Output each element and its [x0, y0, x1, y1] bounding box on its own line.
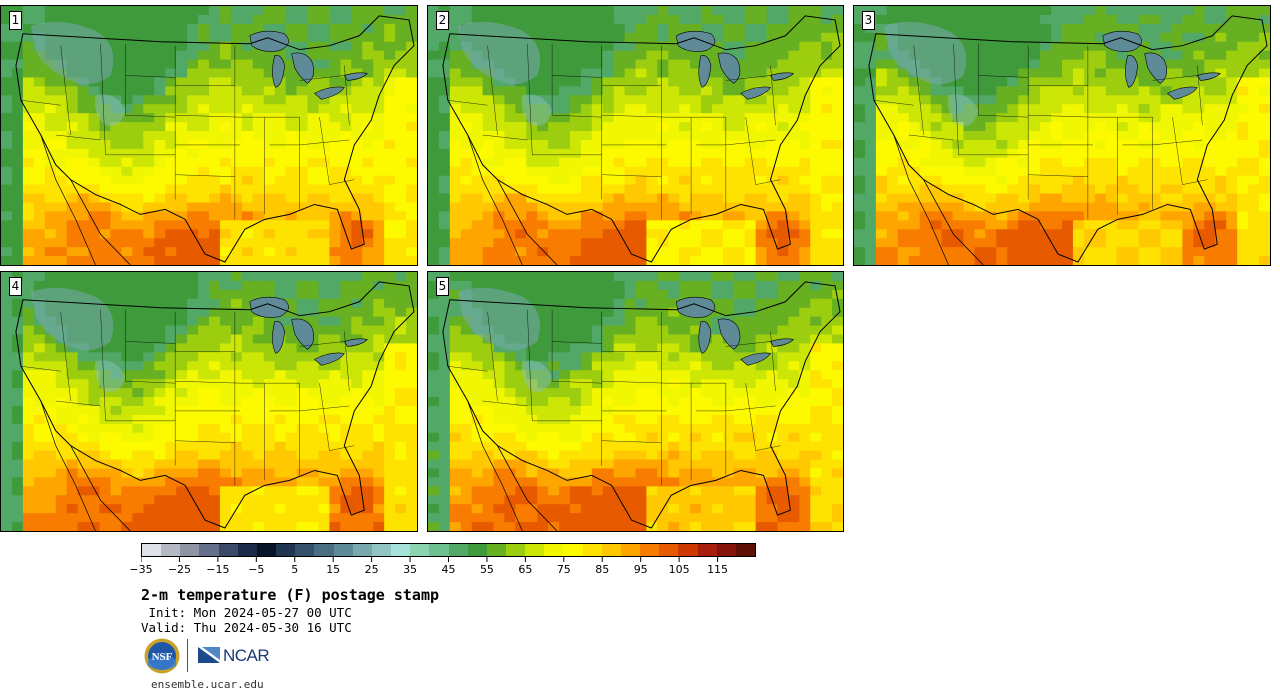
colorbar-tick-label: 115: [707, 563, 729, 576]
colorbar-tick-label: 75: [556, 563, 571, 576]
colorbar-tick-label: 55: [479, 563, 494, 576]
colorbar-swatch: [697, 544, 717, 556]
valid-time: Valid: Thu 2024-05-30 16 UTC: [141, 620, 352, 635]
colorbar-tick-label: 15: [326, 563, 341, 576]
colorbar-swatch: [525, 544, 545, 556]
panel-label-2: 2: [436, 11, 449, 30]
colorbar-swatch: [142, 544, 162, 556]
colorbar: [141, 543, 756, 557]
panel-label-4: 4: [9, 277, 22, 296]
figure-title: 2-m temperature (F) postage stamp: [141, 586, 440, 604]
colorbar-swatch: [486, 544, 506, 556]
website-url: ensemble.ucar.edu: [151, 678, 264, 691]
temperature-map-2: [428, 6, 843, 265]
colorbar-tick-label: 105: [668, 563, 690, 576]
colorbar-swatch: [620, 544, 641, 556]
colorbar-tick-label: −35: [129, 563, 153, 576]
colorbar-ticks: [141, 557, 719, 562]
map-panel-1: 1: [0, 5, 418, 266]
colorbar-swatch: [333, 544, 353, 556]
colorbar-tick-label: 65: [518, 563, 533, 576]
colorbar-swatch: [505, 544, 526, 556]
colorbar-swatch: [237, 544, 257, 556]
colorbar-swatch: [391, 544, 411, 556]
init-time: Init: Mon 2024-05-27 00 UTC: [141, 605, 352, 620]
map-panel-4: 4: [0, 271, 418, 532]
temperature-map-4: [1, 272, 417, 531]
colorbar-swatch: [735, 544, 755, 556]
temperature-map-5: [428, 272, 843, 531]
panel-label-5: 5: [436, 277, 449, 296]
colorbar-swatch: [640, 544, 660, 556]
temperature-map-3: [854, 6, 1270, 265]
colorbar-tick-label: 25: [364, 563, 379, 576]
colorbar-tick-label: 45: [441, 563, 456, 576]
colorbar-swatch: [601, 544, 621, 556]
colorbar-swatch: [295, 544, 315, 556]
colorbar-tick-label: −15: [206, 563, 230, 576]
colorbar-tick-label: −5: [248, 563, 265, 576]
temperature-map-1: [1, 6, 417, 265]
logo-divider: [187, 639, 188, 672]
colorbar-swatch: [678, 544, 698, 556]
colorbar-swatch: [448, 544, 468, 556]
colorbar-swatch: [563, 544, 583, 556]
colorbar-swatch: [218, 544, 238, 556]
colorbar-swatch: [659, 544, 679, 556]
colorbar-tick-label: 35: [403, 563, 418, 576]
ncar-wordmark: NCAR: [223, 646, 270, 665]
colorbar-swatch: [716, 544, 736, 556]
map-panel-5: 5: [427, 271, 844, 532]
colorbar-tick-label: 85: [595, 563, 610, 576]
map-panel-2: 2: [427, 5, 844, 266]
colorbar-swatch: [276, 544, 296, 556]
colorbar-swatch: [467, 544, 487, 556]
colorbar-swatch: [161, 544, 181, 556]
panel-label-3: 3: [862, 11, 875, 30]
colorbar-swatch: [429, 544, 449, 556]
colorbar-swatch: [314, 544, 334, 556]
map-panel-3: 3: [853, 5, 1271, 266]
colorbar-swatch: [199, 544, 219, 556]
colorbar-swatch: [352, 544, 372, 556]
colorbar-swatch: [410, 544, 430, 556]
colorbar-swatch: [582, 544, 602, 556]
colorbar-swatch: [371, 544, 392, 556]
colorbar-swatch: [544, 544, 564, 556]
colorbar-tick-label: 95: [633, 563, 648, 576]
ncar-logo: [198, 647, 220, 663]
colorbar-tick-label: 5: [291, 563, 299, 576]
panel-label-1: 1: [9, 11, 22, 30]
colorbar-swatch: [256, 544, 277, 556]
colorbar-tick-label: −25: [167, 563, 192, 576]
colorbar-swatch: [180, 544, 200, 556]
colorbar-labels: −35 −25 −15 −5 5 15 25 35 45 55 65 75 85 95 105 115: [129, 563, 756, 577]
nsf-logo: NSF: [144, 638, 180, 674]
